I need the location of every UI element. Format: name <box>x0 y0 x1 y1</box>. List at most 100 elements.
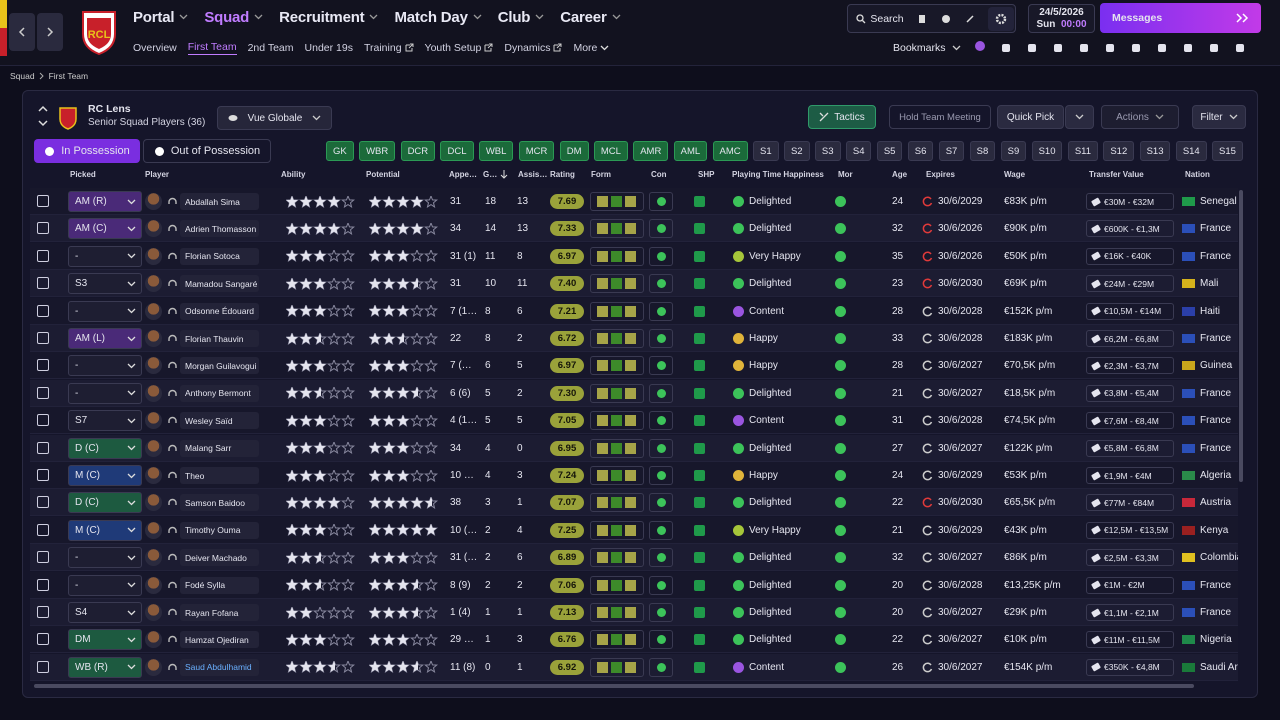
position-chip[interactable]: DM <box>559 141 589 161</box>
picked-select[interactable]: D (C) <box>68 492 142 514</box>
icon-button[interactable] <box>912 9 932 29</box>
column-header[interactable]: SHP <box>698 170 715 179</box>
picked-select[interactable]: AM (R) <box>68 191 142 212</box>
bookmark-icon[interactable] <box>1026 41 1038 55</box>
bookmark-icon[interactable] <box>1156 41 1168 55</box>
checkbox[interactable] <box>37 551 49 564</box>
column-header[interactable]: Form <box>591 170 611 179</box>
checkbox[interactable] <box>37 414 49 427</box>
position-chip[interactable]: S9 <box>1000 141 1027 161</box>
position-chip[interactable]: S15 <box>1212 141 1243 161</box>
submenu-item[interactable]: First Team <box>187 40 237 55</box>
picked-select[interactable]: AM (C) <box>68 218 142 240</box>
position-chip[interactable]: GK <box>326 141 354 161</box>
checkbox[interactable] <box>37 469 49 481</box>
picked-select[interactable]: - <box>68 300 142 322</box>
table-row[interactable]: AM (R) Abdallah Sima 31 18 13 7.69 Delighted 24… <box>30 188 1238 215</box>
bookmarks[interactable]: Bookmarks <box>893 42 961 54</box>
player-name[interactable]: Theo <box>180 467 259 484</box>
position-chip[interactable]: DCR <box>400 141 436 161</box>
position-chip[interactable]: S2 <box>783 141 810 161</box>
checkbox[interactable] <box>37 578 49 591</box>
player-name[interactable]: Morgan Guilavogui <box>180 357 259 375</box>
tactics-button[interactable]: Tactics <box>808 105 876 129</box>
table-row[interactable]: M (C) Timothy Ouma 10 (… 2 4 7.25 Very Happy 21… <box>30 516 1238 544</box>
column-header[interactable]: Player <box>145 170 170 179</box>
picked-select[interactable]: - <box>68 574 142 596</box>
column-header[interactable]: Nation <box>1185 170 1210 179</box>
table-row[interactable]: - Anthony Bermont 6 (6) 5 2 7.30 Delighted 21 30… <box>30 379 1238 407</box>
picked-select[interactable]: AM (L) <box>68 328 142 349</box>
table-row[interactable]: - Deiver Machado 31 (… 2 6 6.89 Delighted 32 30/… <box>30 544 1238 572</box>
column-header[interactable]: Age <box>892 170 908 179</box>
position-chip[interactable]: AMC <box>712 141 748 161</box>
submenu-item[interactable]: Dynamics <box>504 40 562 55</box>
position-chip[interactable]: S14 <box>1175 141 1207 161</box>
checkbox[interactable] <box>37 441 49 454</box>
submenu-item[interactable]: More <box>573 40 609 55</box>
table-row[interactable]: - Fodé Sylla 8 (9) 2 2 7.06 Delighted 20 30/6/20… <box>30 571 1238 599</box>
quick-pick-menu[interactable] <box>1065 105 1094 129</box>
menu-item[interactable]: Club <box>498 6 545 28</box>
forward-button[interactable] <box>37 13 63 51</box>
table-row[interactable]: - Morgan Guilavogui 7 (… 6 5 6.97 Happy 28 30/6/… <box>30 352 1238 380</box>
bookmark-icon[interactable] <box>1078 41 1090 55</box>
player-name[interactable]: Saud Abdulhamid <box>180 658 259 676</box>
bookmark-icon[interactable] <box>1234 41 1246 55</box>
picked-select[interactable]: S4 <box>68 602 142 623</box>
picked-select[interactable]: D (C) <box>68 437 142 459</box>
player-name[interactable]: Malang Sarr <box>180 439 259 457</box>
menu-item[interactable]: Recruitment <box>279 6 378 28</box>
tab[interactable]: Out of Possession <box>143 139 271 163</box>
player-name[interactable]: Rayan Fofana <box>180 604 259 621</box>
player-name[interactable]: Odsonne Édouard <box>180 302 259 320</box>
picked-select[interactable]: - <box>68 547 142 569</box>
picked-select[interactable]: - <box>68 355 142 377</box>
submenu-item[interactable]: Overview <box>133 40 177 55</box>
bookmark-icon[interactable] <box>1208 41 1220 55</box>
menu-item[interactable]: Match Day <box>394 6 482 28</box>
column-header[interactable]: Ability <box>281 170 306 179</box>
checkbox[interactable] <box>37 633 49 646</box>
bookmark-icon[interactable] <box>1000 41 1012 55</box>
position-chip[interactable]: S5 <box>876 141 903 161</box>
player-name[interactable]: Anthony Bermont <box>180 384 259 402</box>
horizontal-scrollbar[interactable] <box>34 684 1194 688</box>
submenu-item[interactable]: Under 19s <box>305 40 353 55</box>
submenu-item[interactable]: Training <box>364 40 414 55</box>
menu-item[interactable]: Career <box>560 6 621 28</box>
menu-item[interactable]: Portal <box>133 6 188 28</box>
checkbox[interactable] <box>37 386 49 399</box>
table-row[interactable]: DM Hamzat Ojediran 29 … 1 3 6.76 Delighted 22 30… <box>30 626 1238 654</box>
back-button[interactable] <box>9 13 35 51</box>
position-chip[interactable]: S12 <box>1103 141 1135 161</box>
position-chip[interactable]: AMR <box>633 141 669 161</box>
table-row[interactable]: S7 Wesley Saïd 4 (1… 5 5 7.05 Content 31 30/6/20… <box>30 407 1238 435</box>
picked-select[interactable]: - <box>68 382 142 404</box>
column-header[interactable]: Wage <box>1004 170 1026 179</box>
table-row[interactable]: S4 Rayan Fofana 1 (4) 1 1 7.13 Delighted 20 30/6… <box>30 599 1238 626</box>
position-chip[interactable]: S13 <box>1139 141 1171 161</box>
column-header[interactable]: Playing Time Happiness <box>732 170 824 179</box>
bookmark-icon[interactable] <box>1130 41 1142 55</box>
column-header[interactable]: Expires <box>926 170 955 179</box>
actions-button[interactable]: Actions <box>1101 105 1179 129</box>
position-chip[interactable]: S11 <box>1067 141 1099 161</box>
position-chip[interactable]: S8 <box>969 141 996 161</box>
checkbox[interactable] <box>37 304 49 317</box>
player-name[interactable]: Samson Baidoo <box>180 494 259 512</box>
filter-button[interactable]: Filter <box>1192 105 1246 129</box>
crumb[interactable]: First Team <box>48 71 89 81</box>
checkbox[interactable] <box>37 277 49 290</box>
position-chip[interactable]: DCL <box>440 141 474 161</box>
bookmark-icon[interactable] <box>1182 41 1194 55</box>
sort-toggle[interactable] <box>37 104 49 128</box>
checkbox[interactable] <box>37 660 49 673</box>
checkbox[interactable] <box>37 606 49 618</box>
player-name[interactable]: Wesley Saïd <box>180 412 259 430</box>
position-chip[interactable]: WBR <box>359 141 396 161</box>
position-chip[interactable]: S6 <box>907 141 934 161</box>
table-row[interactable]: D (C) Malang Sarr 34 4 0 6.95 Delighted 27 30/6/… <box>30 434 1238 462</box>
meeting-button[interactable]: Hold Team Meeting <box>889 105 991 129</box>
position-chip[interactable]: S4 <box>845 141 872 161</box>
